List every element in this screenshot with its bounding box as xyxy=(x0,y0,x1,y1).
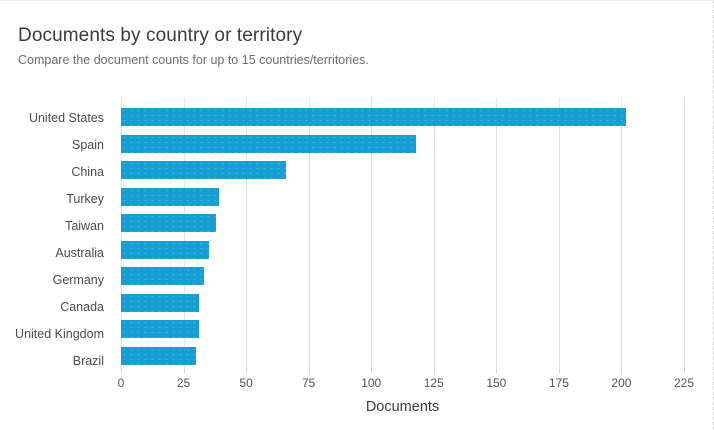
bar-row xyxy=(121,131,684,158)
y-axis-label: Taiwan xyxy=(65,218,104,233)
x-tick-label: 25 xyxy=(176,376,191,390)
x-tick-mark xyxy=(183,369,185,373)
bar-row xyxy=(121,184,684,211)
x-tick-mark xyxy=(684,369,685,373)
gridline xyxy=(246,98,248,369)
bar-row xyxy=(121,316,684,343)
x-tick-label: 150 xyxy=(486,376,507,390)
x-tick-label: 175 xyxy=(548,376,569,390)
chart-subtitle: Compare the document counts for up to 15… xyxy=(18,53,369,67)
x-tick-label: 75 xyxy=(301,376,316,390)
y-axis-label: Australia xyxy=(55,246,104,261)
x-tick-mark xyxy=(621,369,623,373)
y-axis-label: Spain xyxy=(72,137,104,152)
bar-united-kingdom[interactable] xyxy=(121,320,199,339)
gridline xyxy=(183,98,185,369)
bar-row xyxy=(121,343,684,370)
x-tick-mark xyxy=(371,369,373,373)
bar-rows xyxy=(121,104,684,369)
x-tick-mark xyxy=(433,369,435,373)
x-tick-label: 50 xyxy=(239,376,253,390)
plot-area xyxy=(121,98,685,369)
bar-row xyxy=(121,157,684,184)
y-axis-label: United Kingdom xyxy=(15,327,104,342)
bar-taiwan[interactable] xyxy=(121,214,217,233)
y-axis-label: Canada xyxy=(60,300,104,315)
gridline xyxy=(121,98,122,369)
bar-united-states[interactable] xyxy=(121,108,627,127)
chart-title: Documents by country or territory xyxy=(18,25,303,46)
y-axis-label: Germany xyxy=(52,273,104,288)
x-axis-title: Documents xyxy=(365,399,440,415)
x-tick-label: 200 xyxy=(611,376,632,390)
x-tick-mark xyxy=(246,369,248,373)
x-tick-label: 100 xyxy=(361,376,382,390)
y-axis-label: China xyxy=(71,164,104,179)
bar-row xyxy=(121,263,684,290)
bar-australia[interactable] xyxy=(121,240,209,259)
bar-row xyxy=(121,290,684,317)
x-tick-mark xyxy=(496,369,498,373)
y-axis-labels: United States Spain China Turkey Taiwan Austr… xyxy=(0,104,113,375)
bar-china[interactable] xyxy=(121,161,287,180)
gridline xyxy=(496,98,498,369)
bar-chart: United States Spain China Turkey Taiwan Austr… xyxy=(0,98,713,428)
y-axis-label: Turkey xyxy=(66,191,104,206)
x-axis: 0 25 50 75 100 125 150 175 200 225 xyxy=(117,369,694,393)
x-tick-label: 225 xyxy=(673,376,695,390)
y-axis-label: Brazil xyxy=(72,354,104,369)
bar-brazil[interactable] xyxy=(121,346,197,365)
bar-row xyxy=(121,104,684,131)
x-tick-label: 125 xyxy=(423,376,444,390)
gridline xyxy=(433,98,435,369)
bar-row xyxy=(121,237,684,264)
gridline xyxy=(558,98,560,369)
gridline xyxy=(308,98,310,369)
bar-canada[interactable] xyxy=(121,293,199,312)
bar-spain[interactable] xyxy=(121,134,417,153)
x-tick-mark xyxy=(121,369,122,373)
bar-germany[interactable] xyxy=(121,267,204,286)
x-tick-mark xyxy=(308,369,310,373)
gridline xyxy=(621,98,623,369)
x-tick-label: 0 xyxy=(117,376,125,390)
bar-row xyxy=(121,210,684,237)
gridline xyxy=(684,98,685,369)
y-axis-label: United States xyxy=(28,110,104,125)
bar-turkey[interactable] xyxy=(121,187,219,206)
gridline xyxy=(371,98,373,369)
x-tick-mark xyxy=(558,369,560,373)
